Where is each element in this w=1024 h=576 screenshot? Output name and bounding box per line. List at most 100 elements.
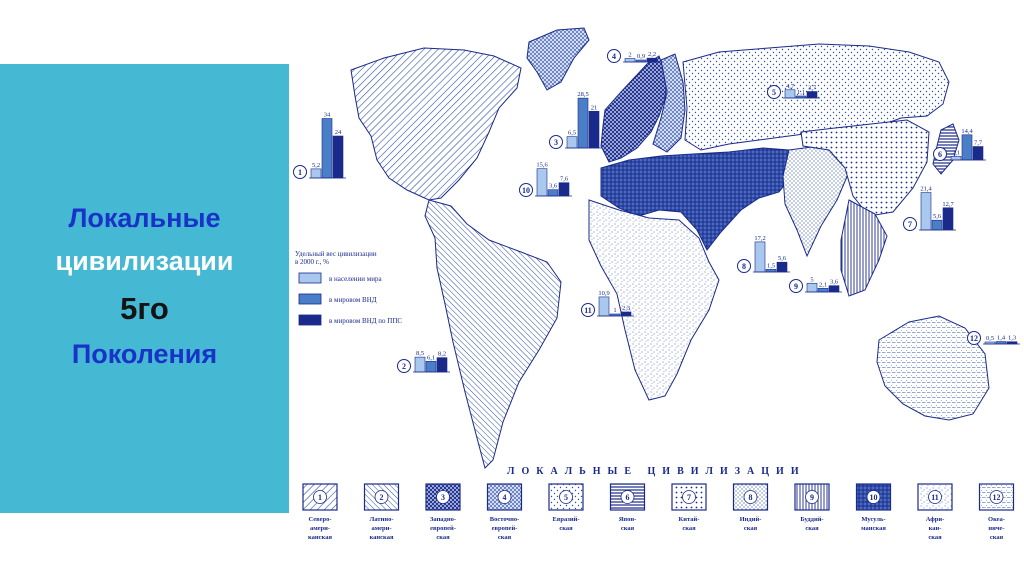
- civ-legend-label: Латино-: [369, 516, 393, 523]
- civ-legend-label: Северо-: [308, 516, 331, 523]
- region-number: 6: [938, 150, 942, 159]
- civ-legend-badge: [436, 490, 450, 504]
- region-bar: [547, 189, 559, 197]
- civ-legend-badge: [866, 490, 881, 504]
- civ-legend-label: ская: [621, 525, 635, 532]
- region-bar-label: 5: [810, 276, 813, 283]
- title-line-1: Локальные: [68, 203, 221, 233]
- region-number-badge: [293, 165, 307, 179]
- region-bar-label: 0,9: [637, 53, 645, 60]
- civ-legend-label: канская: [370, 534, 394, 541]
- region-bar: [414, 356, 426, 373]
- region-bar: [784, 89, 796, 99]
- region-number: 5: [772, 88, 776, 97]
- region-bar: [817, 288, 829, 293]
- region-chart-7: 7 21,4 5,612,7: [903, 186, 956, 231]
- civ-legend-label: ская: [744, 525, 758, 532]
- region-chart-5: 5 4,71,13,7: [767, 83, 820, 99]
- civ-legend-number: 2: [380, 493, 384, 502]
- civilizations-map: Удельный вес цивилизации в 2000 г., % в …: [293, 27, 1020, 541]
- civ-legend-number: 6: [626, 493, 630, 502]
- civ-legend-label: ская: [498, 534, 512, 541]
- region-number-badge: [933, 147, 947, 161]
- region-chart-6: 6 2,1 14,47,7: [933, 128, 986, 161]
- region-bar: [536, 168, 548, 197]
- region-bar: [806, 91, 818, 99]
- civ-legend-label: кан-: [929, 525, 942, 532]
- region-bar-label: 2: [628, 52, 631, 59]
- civ-legend-swatch: [425, 483, 461, 511]
- title-line-4: Поколения: [71, 339, 218, 369]
- region-greenland: [526, 27, 590, 91]
- civ-legend-label: ниче-: [988, 525, 1004, 532]
- region-bar: [646, 57, 658, 63]
- region-number: 1: [298, 168, 302, 177]
- region-number: 9: [794, 282, 798, 291]
- region-buddhist: [840, 199, 888, 297]
- region-bar-label: 21: [591, 104, 598, 111]
- civ-legend-swatch: [732, 483, 769, 511]
- civ-legend-badge: [989, 490, 1004, 504]
- region-north-america: [350, 47, 522, 201]
- region-bar: [558, 182, 570, 197]
- civ-legend-item-3: 3 Западно-европей-ская: [425, 483, 461, 541]
- region-bar-label: 7,7: [974, 140, 983, 147]
- civ-legend-badge: [620, 490, 635, 504]
- title-line-2: цивилизации: [55, 246, 234, 276]
- legend-swatch-gni: [298, 293, 322, 305]
- civ-legend-label: амери-: [310, 525, 330, 532]
- region-number: 7: [908, 220, 912, 229]
- region-bar: [321, 118, 333, 179]
- region-bar-label: 6,5: [568, 130, 576, 137]
- region-bar-label: 5,6: [778, 255, 787, 262]
- civ-legend-label: Китай-: [679, 516, 700, 523]
- civ-legend-item-12: 12 Океа-ниче-ская: [978, 483, 1015, 541]
- legend-swatch-gni-ppp: [298, 314, 322, 326]
- region-bar: [332, 135, 344, 179]
- region-bar: [754, 241, 766, 273]
- civ-legend-badge: [313, 490, 327, 504]
- civ-legend-label: Буддий-: [800, 516, 823, 523]
- region-number-badge: [519, 183, 533, 197]
- region-bar-label: 2,1: [819, 281, 827, 288]
- region-bar-label: 5,6: [933, 213, 942, 220]
- civ-legend-badge: [805, 490, 819, 504]
- region-number-badge: [737, 259, 751, 273]
- civ-legend-label: европей-: [430, 525, 456, 532]
- civ-legend-label: Евразий-: [553, 516, 580, 523]
- region-latin-america: [424, 199, 562, 469]
- legend-label-gni-ppp: в мировом ВНД по ППС: [329, 317, 402, 325]
- civ-legend-item-4: 4 Восточно-европей-ская: [486, 483, 523, 541]
- region-number-badge: [607, 49, 621, 63]
- civ-legend-number: 9: [810, 493, 814, 502]
- civ-legend-item-6: 6 Япон-ская: [609, 483, 646, 532]
- civ-legend-label: европей-: [492, 525, 518, 532]
- civ-legend-label: манская: [861, 525, 886, 532]
- legend-label-population: в населении мира: [329, 275, 382, 283]
- region-bar-label: 21,4: [920, 186, 932, 193]
- region-bar-label: 1,1: [797, 89, 805, 96]
- region-chart-2: 2 8,56,18,2: [397, 350, 450, 373]
- civ-legend-number: 10: [870, 493, 878, 502]
- civ-legend-badge: [497, 490, 512, 504]
- region-bar-label: 5,2: [312, 162, 320, 169]
- region-number-badge: [789, 279, 803, 293]
- civ-legend-badge: [928, 490, 942, 504]
- region-bar: [920, 192, 932, 231]
- region-bar-label: 12,7: [942, 201, 954, 208]
- civ-legend-label: Мусуль-: [861, 516, 885, 523]
- region-number-badge: [903, 217, 917, 231]
- civ-legend-item-2: 2 Латино-амери-канская: [363, 483, 400, 541]
- weight-legend: Удельный вес цивилизации в 2000 г., % в …: [295, 250, 402, 326]
- region-eastern-europe: [652, 53, 686, 153]
- civ-legend-label: Япон-: [619, 516, 637, 523]
- region-bar: [577, 97, 589, 149]
- civ-legend-item-1: 1 Северо-амери-канская: [302, 483, 338, 541]
- civ-legend-item-9: 9 Буддий-ская: [794, 483, 830, 532]
- region-number-badge: [767, 85, 781, 99]
- region-bar: [425, 361, 437, 373]
- weight-legend-title-2: в 2000 г., %: [295, 258, 329, 266]
- region-bar-label: 1: [613, 307, 616, 314]
- civ-legend-number: 4: [503, 493, 507, 502]
